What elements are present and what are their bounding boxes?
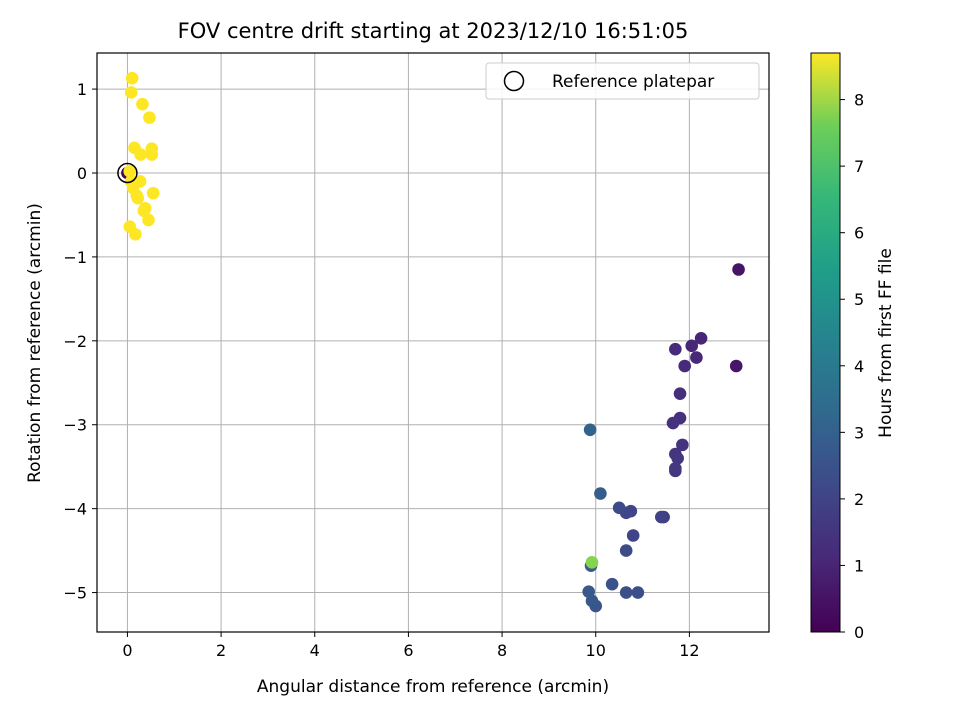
y-tick-label: 1	[77, 80, 87, 99]
y-axis-label: Rotation from reference (arcmin)	[25, 203, 45, 483]
data-point	[134, 148, 147, 161]
grid	[97, 53, 769, 632]
y-axis: −5 −4 −3 −2 −1 0 1	[63, 80, 97, 603]
data-point	[673, 387, 687, 400]
y-tick-label: −5	[63, 584, 87, 603]
data-point	[669, 462, 682, 475]
reference-point	[117, 162, 138, 184]
y-tick-label: 0	[77, 164, 87, 183]
colorbar-tick-label: 4	[854, 357, 864, 376]
colorbar-tick-label: 0	[854, 623, 864, 642]
colorbar: 0 1 2 3 4 5 6 7 8 Hours from first FF file	[810, 52, 896, 642]
x-tick-label: 4	[310, 641, 320, 660]
data-point	[136, 97, 149, 111]
data-point	[694, 332, 708, 345]
data-point	[605, 577, 619, 591]
data-point	[131, 191, 145, 205]
colorbar-tick-label: 3	[854, 423, 864, 442]
data-point	[669, 342, 682, 356]
y-tick-label: −4	[63, 500, 87, 519]
data-point	[631, 586, 645, 599]
colorbar-tick-label: 6	[854, 224, 864, 243]
y-tick-label: −2	[63, 332, 87, 351]
data-point	[732, 263, 745, 276]
x-axis: 0 2 4 6 8 10 12	[122, 632, 700, 660]
colorbar-label: Hours from first FF file	[876, 248, 896, 438]
data-point	[129, 227, 142, 241]
data-point	[619, 586, 633, 599]
plot-frame	[96, 52, 770, 633]
data-point	[594, 487, 607, 500]
y-tick-label: −3	[63, 416, 87, 435]
legend: Reference platepar	[485, 62, 760, 100]
data-point	[654, 510, 668, 524]
data-point	[666, 416, 680, 430]
data-point	[690, 351, 703, 364]
legend-marker	[503, 70, 525, 92]
data-point	[124, 86, 138, 99]
x-tick-label: 6	[403, 641, 413, 660]
data-point	[619, 544, 633, 557]
data-point	[678, 359, 692, 373]
data-point	[123, 165, 137, 178]
colorbar-ticks: 0 1 2 3 4 5 6 7 8	[840, 91, 864, 642]
colorbar-tick-label: 2	[854, 490, 864, 509]
x-tick-label: 10	[586, 641, 606, 660]
data-point	[729, 359, 743, 373]
data-point	[125, 71, 139, 85]
data-point	[671, 452, 684, 465]
data-point	[612, 501, 626, 515]
data-point	[142, 213, 155, 227]
reference-marker	[117, 162, 138, 184]
colorbar-tick-label: 7	[854, 157, 864, 176]
data-point	[143, 111, 156, 124]
chart-title: FOV centre drift starting at 2023/12/10 …	[178, 19, 689, 43]
data-point	[585, 556, 599, 569]
data-point	[145, 148, 159, 161]
data-points	[121, 71, 745, 613]
x-tick-label: 2	[216, 641, 226, 660]
x-tick-label: 0	[122, 641, 132, 660]
x-tick-label: 8	[497, 641, 507, 660]
data-point	[583, 423, 597, 437]
data-point	[146, 186, 160, 200]
data-point	[685, 339, 699, 353]
x-tick-label: 12	[679, 641, 699, 660]
colorbar-tick-label: 5	[854, 290, 864, 309]
colorbar-tick-label: 1	[854, 556, 864, 575]
x-axis-label: Angular distance from reference (arcmin)	[257, 677, 609, 697]
colorbar-tick-label: 8	[854, 91, 864, 110]
colorbar-gradient	[810, 52, 841, 633]
y-tick-label: −1	[63, 248, 87, 267]
data-point	[626, 529, 640, 542]
legend-label: Reference platepar	[552, 72, 714, 92]
data-point	[582, 585, 596, 599]
data-point	[676, 438, 689, 452]
legend-box	[485, 62, 760, 100]
